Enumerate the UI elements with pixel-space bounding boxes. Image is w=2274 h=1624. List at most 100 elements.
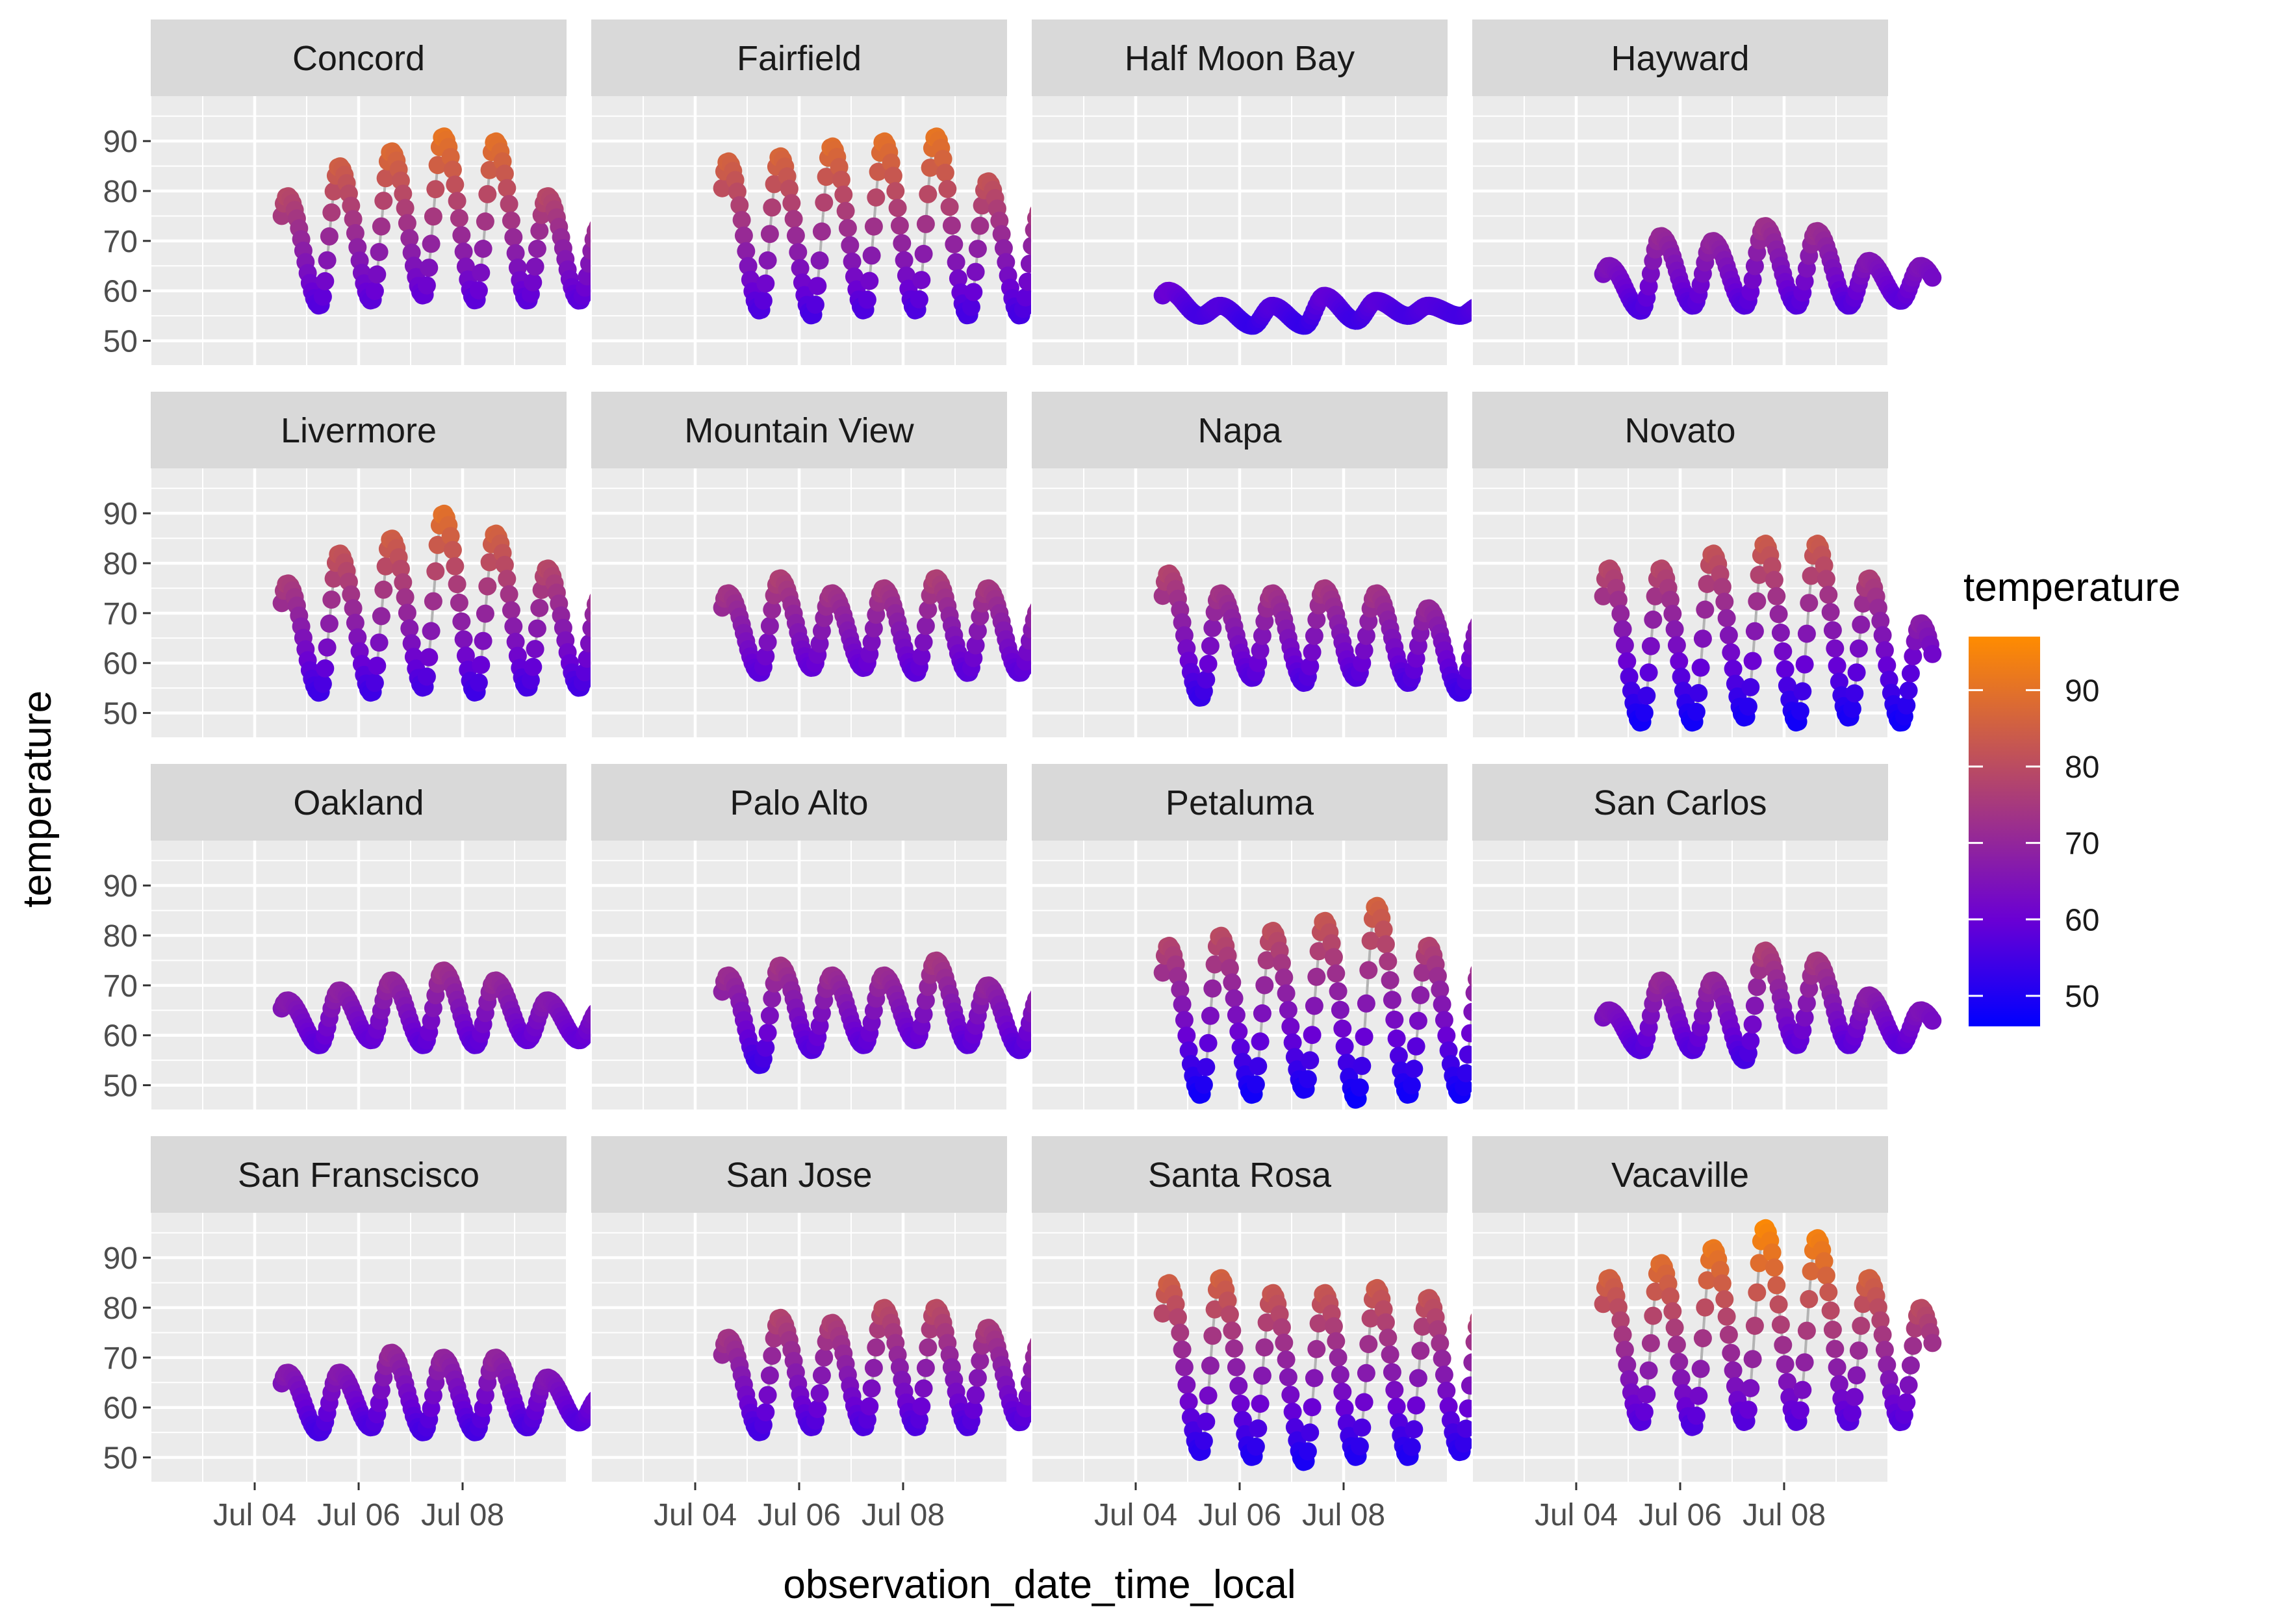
data-point	[1201, 1356, 1220, 1375]
y-tick-label: 50	[103, 325, 138, 359]
data-point	[1303, 1026, 1322, 1045]
data-point	[864, 619, 883, 638]
data-point	[1722, 643, 1741, 662]
data-point	[1201, 1006, 1220, 1025]
data-point	[1407, 1037, 1425, 1056]
data-point	[1899, 681, 1918, 700]
data-point	[1693, 629, 1712, 648]
data-point	[1329, 1348, 1348, 1367]
data-point	[1168, 1308, 1187, 1326]
data-point	[728, 183, 747, 201]
legend-ticks: 50 60 70 80 90	[1969, 674, 2099, 1014]
data-point	[1220, 959, 1239, 978]
data-point	[1251, 1032, 1270, 1051]
data-point	[1435, 1011, 1453, 1030]
panel-grid	[150, 841, 567, 1111]
x-axis: Jul 04 Jul 06 Jul 08 Jul 04 Jul 06 Jul 08 Jul …	[213, 1482, 1826, 1532]
data-point	[934, 149, 952, 168]
data-point	[1793, 682, 1812, 701]
data-point	[862, 633, 881, 652]
data-point	[420, 259, 439, 277]
x-tick-label: Jul 04	[1535, 1498, 1618, 1532]
data-point	[1175, 1358, 1194, 1377]
x-tick-label: Jul 04	[654, 1498, 737, 1532]
data-point	[1355, 641, 1373, 660]
data-point	[1763, 557, 1782, 576]
data-point	[1644, 610, 1663, 629]
data-point	[1359, 1335, 1378, 1354]
legend-title: temperature	[1963, 565, 2180, 610]
data-point	[1433, 1349, 1451, 1368]
data-point	[372, 607, 390, 626]
data-point	[472, 263, 491, 282]
data-point	[1454, 1434, 1473, 1453]
data-point	[1719, 626, 1738, 644]
data-point	[912, 647, 931, 666]
data-point	[342, 196, 361, 215]
data-point	[1439, 1041, 1458, 1060]
data-point	[810, 251, 829, 270]
data-point	[1307, 967, 1326, 986]
data-point	[478, 184, 497, 203]
data-point	[394, 184, 413, 203]
legend-tick-label: 60	[2065, 903, 2099, 937]
data-point	[1722, 1343, 1741, 1362]
data-point	[469, 281, 488, 299]
data-point	[888, 199, 907, 218]
data-point	[1830, 1375, 1848, 1393]
data-point	[815, 1348, 834, 1367]
data-point	[1324, 1317, 1343, 1336]
data-point	[1153, 1304, 1172, 1323]
data-point	[916, 214, 935, 233]
legend-tick-label: 50	[2065, 980, 2099, 1014]
data-point	[1275, 1334, 1294, 1352]
data-point	[758, 1023, 777, 1042]
data-point	[1795, 655, 1814, 674]
data-point	[949, 269, 967, 288]
data-point	[1153, 963, 1172, 982]
data-point	[1767, 1276, 1786, 1295]
data-point	[758, 251, 777, 270]
data-point	[1800, 1289, 1819, 1308]
data-point	[1333, 1019, 1352, 1038]
data-point	[320, 615, 339, 633]
data-point	[1437, 1026, 1456, 1045]
data-point	[942, 216, 961, 235]
data-point	[1303, 642, 1322, 661]
data-point	[1231, 1395, 1250, 1413]
x-tick-label: Jul 08	[1743, 1498, 1826, 1532]
facet-panel: Oakland 50 60 70 80 90	[103, 764, 620, 1111]
data-point	[506, 244, 525, 262]
y-tick-label: 70	[103, 225, 138, 259]
data-point	[450, 209, 468, 227]
data-point	[782, 194, 801, 212]
data-point	[1743, 1350, 1762, 1369]
facet-strip	[151, 1136, 567, 1213]
data-point	[1826, 1339, 1845, 1358]
data-point	[912, 1397, 931, 1415]
data-point	[1454, 1078, 1473, 1097]
data-point	[1246, 1075, 1265, 1094]
data-point	[1847, 1366, 1866, 1385]
data-point	[452, 226, 471, 245]
data-point	[480, 553, 499, 572]
data-point	[426, 562, 445, 581]
data-point	[1379, 952, 1398, 971]
data-point	[1817, 570, 1835, 589]
data-point	[530, 222, 549, 240]
data-point	[886, 182, 905, 201]
data-point	[1696, 1298, 1715, 1317]
data-point	[864, 217, 883, 236]
data-point	[1774, 1336, 1793, 1354]
data-point	[1748, 978, 1767, 996]
data-point	[1197, 1058, 1216, 1076]
data-point	[1385, 1380, 1404, 1399]
data-point	[940, 197, 959, 216]
data-point	[1691, 658, 1710, 677]
data-point	[318, 638, 337, 657]
data-point	[1272, 954, 1291, 972]
data-point	[342, 585, 361, 604]
legend-tick-label: 90	[2065, 674, 2099, 708]
data-point	[1257, 951, 1276, 970]
data-point	[1693, 1329, 1712, 1348]
